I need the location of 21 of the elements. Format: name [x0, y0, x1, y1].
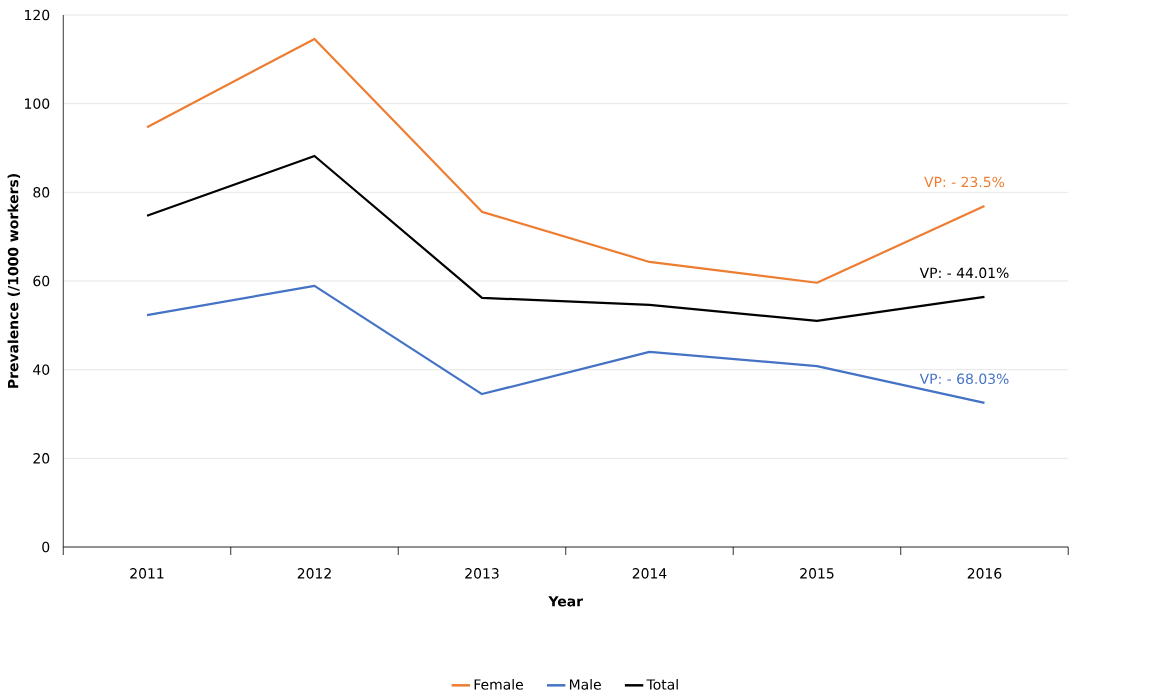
y-tick-label: 100 — [25, 98, 50, 109]
y-tick-label: 80 — [33, 187, 50, 198]
x-tick-label: 2011 — [130, 568, 164, 579]
x-axis-title: Year — [548, 596, 583, 607]
y-tick-label: 60 — [33, 275, 50, 287]
annotation: VP: - 68.03% — [919, 373, 1009, 385]
x-tick-label: 2015 — [800, 568, 834, 579]
y-axis-title: Prevalence (/1000 workers) — [7, 174, 21, 388]
y-tick-label: 40 — [33, 364, 50, 375]
legend-label: Female — [474, 678, 523, 690]
x-tick-label: 2016 — [967, 568, 1002, 579]
annotation: VP: - 44.01% — [919, 267, 1009, 279]
x-tick-label: 2013 — [465, 568, 499, 579]
x-tick-label: 2012 — [297, 568, 331, 579]
legend-label: Total — [646, 678, 678, 690]
annotation: VP: - 23.5% — [924, 176, 1005, 188]
legend-label: Male — [569, 678, 601, 690]
y-tick-label: 20 — [33, 453, 50, 464]
x-tick-label: 2014 — [632, 568, 667, 579]
y-tick-label: 120 — [25, 9, 50, 21]
y-tick-label: 0 — [42, 541, 50, 553]
